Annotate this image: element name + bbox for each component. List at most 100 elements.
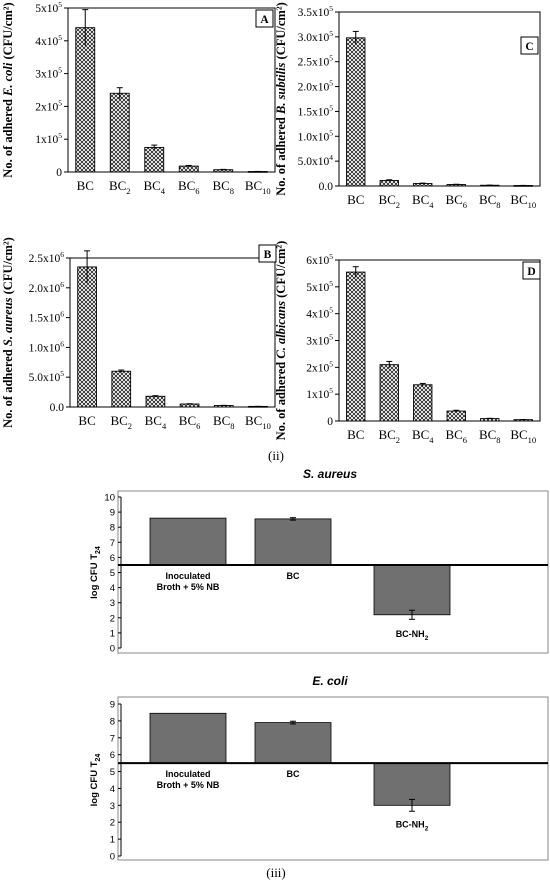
chart-panel-C: 0.0 5.0x104 1.0x105 1.5x105 2.0x105 2.5x105 3.… <box>274 2 541 210</box>
bar <box>373 762 451 806</box>
x-tick-label: BC4 <box>412 427 434 445</box>
y-tick-label: 1 <box>110 835 115 846</box>
x-tick-label: BC6 <box>445 427 467 445</box>
y-tick-label: 7 <box>110 733 115 744</box>
bar <box>413 384 433 422</box>
y-tick-label: 5.0x105 <box>29 369 65 384</box>
x-tick-label: BC8 <box>212 178 234 196</box>
y-tick-label: 2x105 <box>306 359 333 374</box>
y-tick-label: 3x105 <box>306 333 333 348</box>
bar <box>379 364 399 422</box>
y-axis-label: log CFU T24 <box>89 754 102 807</box>
x-tick-label: BC6 <box>445 192 467 210</box>
panel-label: D <box>527 266 535 278</box>
x-category-label: Broth + 5% NB <box>157 780 220 790</box>
y-tick-label: 8 <box>110 523 115 534</box>
chart-panel-sa: S. aureus 0 1 2 3 4 5 6 7 8 9 10 log CFU T24 Inoculat… <box>89 467 549 655</box>
y-tick-label: 5 <box>110 568 115 579</box>
x-tick-label: BC <box>77 178 94 193</box>
x-tick-label: BC4 <box>143 178 165 196</box>
y-tick-label: 1x105 <box>35 131 62 146</box>
y-tick-label: 10 <box>104 493 115 504</box>
bar <box>346 37 366 187</box>
x-tick-label: BC4 <box>145 413 167 431</box>
bar <box>254 722 332 764</box>
bar <box>179 403 200 408</box>
x-category-label: BC <box>287 769 300 779</box>
x-tick-label: BC10 <box>510 427 536 445</box>
y-tick-label: 2.0x105 <box>298 79 334 94</box>
y-axis-label: No. of adhered B. subtilis (CFU/cm²) <box>274 2 288 195</box>
y-axis-label: No. of adhered S. aureus (CFU/cm²) <box>1 237 15 428</box>
y-tick-label: 9 <box>110 508 115 519</box>
x-tick-label: BC10 <box>510 192 536 210</box>
x-tick-label: BC10 <box>245 413 271 431</box>
figure-label-ii: (ii) <box>268 448 284 463</box>
x-tick-label: BC2 <box>378 192 400 210</box>
plot-frame <box>67 7 276 173</box>
y-tick-label: 1.5x106 <box>29 310 65 325</box>
bar <box>480 418 500 422</box>
bar <box>213 169 234 173</box>
bar <box>379 180 399 187</box>
y-tick-label: 1 <box>110 628 115 639</box>
y-tick-label: 7 <box>110 538 115 549</box>
x-tick-label: BC8 <box>479 427 501 445</box>
y-tick-label: 2 <box>110 613 115 624</box>
y-tick-label: 2.5x105 <box>298 54 334 69</box>
y-tick-label: 0 <box>110 644 115 655</box>
x-category-label: BC <box>287 571 300 581</box>
x-tick-label: BC4 <box>412 192 434 210</box>
plot-frame <box>69 257 276 408</box>
y-tick-label: 2.0x106 <box>29 280 65 295</box>
figure-label-iii: (iii) <box>266 865 286 880</box>
bar <box>149 517 227 566</box>
y-axis-label: No. of adhered C. albicans (CFU/cm²) <box>274 241 288 441</box>
y-tick-label: 8 <box>110 716 115 727</box>
y-tick-label: 2 <box>110 818 115 829</box>
x-tick-label: BC8 <box>213 413 235 431</box>
bar <box>77 266 97 408</box>
y-tick-label: 3 <box>110 598 115 609</box>
panel-label: A <box>260 14 269 26</box>
y-tick-label: 3.0x105 <box>298 29 334 44</box>
y-tick-label: 4 <box>110 583 115 594</box>
x-category-label: Inoculated <box>165 769 210 779</box>
bar <box>178 165 199 173</box>
y-tick-label: 5 <box>110 767 115 778</box>
x-tick-label: BC6 <box>178 178 200 196</box>
x-tick-label: BC2 <box>110 413 132 431</box>
y-tick-label: 5x105 <box>35 0 62 15</box>
bar <box>144 146 165 173</box>
panel-label-box <box>522 261 541 280</box>
y-tick-label: 6 <box>110 553 115 564</box>
plot-frame <box>338 259 541 422</box>
x-tick-label: BC10 <box>245 178 271 196</box>
chart-title: S. aureus <box>303 467 357 481</box>
chart-panel-D: 0 1x105 2x105 3x105 4x105 5x105 6x105 BC BC2 BC4 B… <box>274 241 541 445</box>
panel-label: C <box>525 41 533 53</box>
chart-title: E. coli <box>312 674 348 688</box>
panel-label: B <box>264 249 272 261</box>
x-tick-label: BC2 <box>109 178 131 196</box>
y-tick-label: 0.0 <box>319 181 334 193</box>
bar <box>145 395 166 408</box>
y-tick-label: 0.0 <box>50 402 65 414</box>
y-tick-label: 0 <box>327 416 333 428</box>
y-axis-label: log CFU T24 <box>89 546 102 599</box>
y-tick-label: 5.0x104 <box>298 153 334 168</box>
x-tick-label: BC <box>347 192 364 207</box>
y-tick-label: 3x105 <box>35 66 62 81</box>
y-tick-label: 6x105 <box>306 252 333 267</box>
bar <box>75 27 96 173</box>
x-category-label: Inoculated <box>165 571 210 581</box>
y-tick-label: 4x105 <box>306 306 333 321</box>
bar <box>111 370 132 408</box>
y-tick-label: 0 <box>110 852 115 863</box>
bar <box>254 518 332 566</box>
x-tick-label: BC <box>78 413 95 428</box>
bar <box>149 712 227 764</box>
y-tick-label: 2x105 <box>35 98 62 113</box>
chart-panel-ec: E. coli 0 1 2 3 4 5 6 7 8 9 log CFU T24 InoculatedBr… <box>89 674 549 863</box>
